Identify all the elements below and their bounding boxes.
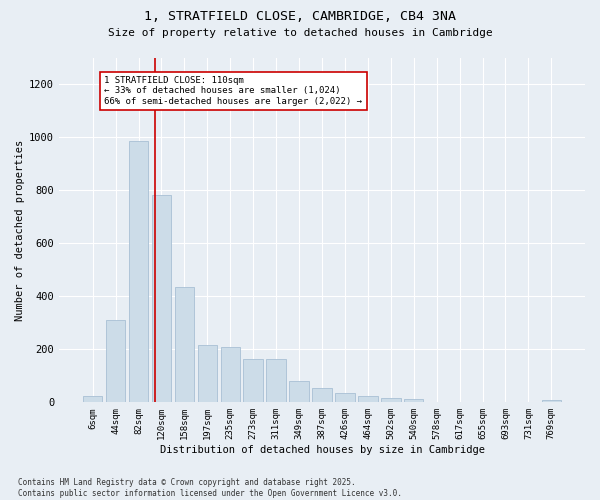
Text: 1, STRATFIELD CLOSE, CAMBRIDGE, CB4 3NA: 1, STRATFIELD CLOSE, CAMBRIDGE, CB4 3NA [144, 10, 456, 23]
Bar [266, 358, 286, 403]
Bar [106, 320, 125, 402]
Text: Contains HM Land Registry data © Crown copyright and database right 2025.
Contai: Contains HM Land Registry data © Crown c… [18, 478, 402, 498]
Text: 1 STRATFIELD CLOSE: 110sqm
← 33% of detached houses are smaller (1,024)
66% of s: 1 STRATFIELD CLOSE: 110sqm ← 33% of deta… [104, 76, 362, 106]
Bar [358, 396, 377, 402]
Bar [197, 346, 217, 403]
Y-axis label: Number of detached properties: Number of detached properties [15, 140, 25, 320]
Bar [152, 196, 171, 402]
Bar [244, 358, 263, 403]
Bar [175, 287, 194, 403]
Bar [129, 141, 148, 403]
Bar [381, 398, 401, 402]
Bar [312, 388, 332, 402]
Bar [335, 393, 355, 402]
Bar [83, 396, 103, 402]
Text: Size of property relative to detached houses in Cambridge: Size of property relative to detached ho… [107, 28, 493, 38]
Bar [542, 400, 561, 402]
Bar [221, 346, 240, 403]
Bar [289, 381, 309, 402]
X-axis label: Distribution of detached houses by size in Cambridge: Distribution of detached houses by size … [160, 445, 485, 455]
Bar [404, 399, 424, 402]
